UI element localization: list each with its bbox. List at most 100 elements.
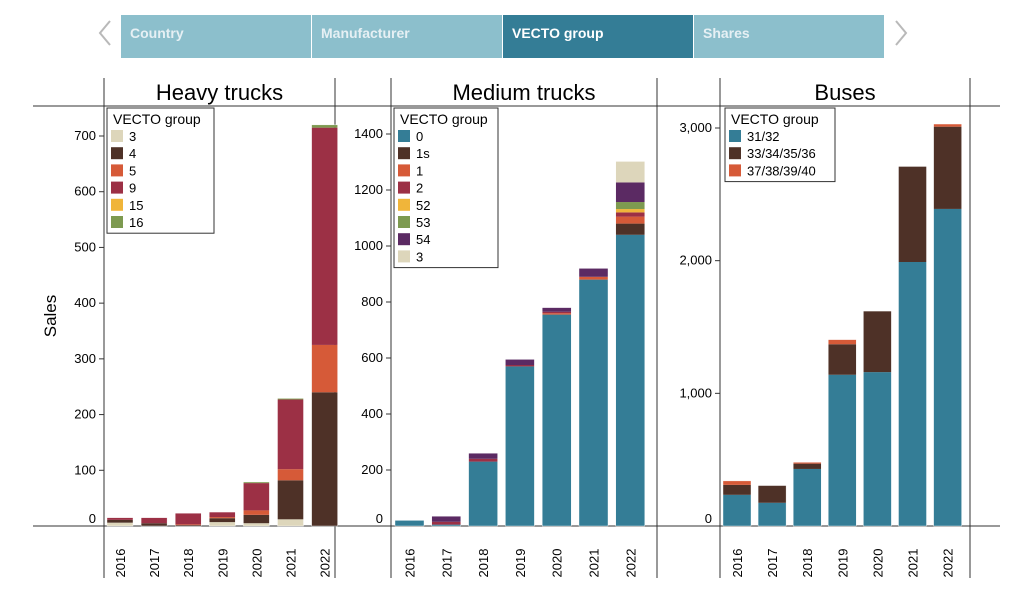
bar-segment <box>243 514 270 524</box>
bar-segment <box>175 513 202 525</box>
legend-item: 2 <box>416 181 423 196</box>
y-tick-label: 100 <box>74 462 96 477</box>
bar-segment <box>107 517 133 520</box>
bar-segment <box>141 517 168 524</box>
bar-segment <box>468 458 498 462</box>
bar-outline <box>140 517 168 527</box>
bar-segment <box>758 485 787 503</box>
bar-segment <box>579 268 608 277</box>
y-tick-label: 800 <box>361 294 383 309</box>
x-tick-label: 2020 <box>550 549 565 578</box>
bar-segment <box>933 208 962 526</box>
bar-segment <box>277 480 304 520</box>
legend-item: 3 <box>129 129 136 144</box>
bar-segment <box>209 518 236 523</box>
legend-swatch <box>398 181 410 194</box>
y-tick-label: 0 <box>89 511 96 526</box>
bar-segment <box>828 374 857 526</box>
x-tick-label: 2017 <box>765 549 780 578</box>
panel-0: Heavy trucks 0 100 200 300 400 500 600 700 2016 20… <box>74 78 338 578</box>
legend-item: 15 <box>129 198 143 213</box>
bar-segment <box>542 314 572 526</box>
y-tick-label: 400 <box>361 406 383 421</box>
y-tick-label: 400 <box>74 295 96 310</box>
bar-segment <box>615 209 645 213</box>
bar-outline <box>933 123 962 527</box>
legend-swatch <box>729 147 741 160</box>
bar-segment <box>277 398 304 400</box>
bar-segment <box>793 468 822 526</box>
prev-tab-button[interactable] <box>94 18 118 48</box>
bar-segment <box>723 480 751 485</box>
bar-outline <box>722 480 752 527</box>
y-tick-label: 1,000 <box>679 385 712 400</box>
bar-segment <box>175 524 202 526</box>
tab-manufacturer[interactable]: Manufacturer <box>312 15 502 58</box>
x-tick-label: 2016 <box>403 549 418 578</box>
bar-segment <box>615 202 645 210</box>
chart-title: Buses <box>814 80 875 105</box>
legend-swatch <box>398 216 410 228</box>
bar-segment <box>107 519 133 523</box>
legend-item: 52 <box>416 198 430 213</box>
bar-outline <box>431 516 461 527</box>
bar-segment <box>615 161 645 183</box>
chevron-right-icon <box>895 20 908 46</box>
x-tick-label: 2021 <box>284 549 299 578</box>
tab-country[interactable]: Country <box>121 15 311 58</box>
bar-outline <box>505 359 535 527</box>
bar-outline <box>311 124 338 527</box>
tab-shares[interactable]: Shares <box>694 15 884 58</box>
legend-swatch <box>398 130 410 142</box>
legend-swatch <box>111 130 123 142</box>
legend-item: 3 <box>416 249 423 264</box>
bar-segment <box>615 212 645 217</box>
legend-swatch <box>729 130 741 142</box>
bar-outline <box>615 161 645 527</box>
bar-segment <box>243 523 270 526</box>
legend-swatch <box>111 198 123 211</box>
x-tick-label: 2019 <box>215 549 230 578</box>
legend-title: VECTO group <box>731 111 819 127</box>
bar-segment <box>277 469 304 481</box>
legend-swatch <box>111 164 123 177</box>
bar-outline <box>757 485 787 527</box>
x-tick-label: 2021 <box>587 549 602 578</box>
bar-segment <box>615 223 645 235</box>
x-tick-label: 2020 <box>870 549 885 578</box>
bar-segment <box>277 399 304 470</box>
legend-item: 9 <box>129 181 136 196</box>
bar-segment <box>933 126 962 209</box>
bar-segment <box>579 279 608 526</box>
y-tick-label: 1400 <box>354 126 383 141</box>
x-tick-label: 2017 <box>147 549 162 578</box>
legend-item: 53 <box>416 215 430 230</box>
x-tick-label: 2020 <box>249 549 264 578</box>
bar-segment <box>243 483 270 511</box>
x-tick-label: 2022 <box>318 549 333 578</box>
y-tick-label: 300 <box>74 351 96 366</box>
bar-segment <box>863 311 892 373</box>
tab-vecto-group[interactable]: VECTO group <box>503 15 693 58</box>
x-tick-label: 2017 <box>439 549 454 578</box>
bar-outline <box>863 310 892 527</box>
y-tick-label: 0 <box>705 511 712 526</box>
bar-segment <box>542 311 572 314</box>
bar-segment <box>542 313 572 315</box>
next-tab-button[interactable] <box>888 18 912 48</box>
legend-item: 54 <box>416 232 430 247</box>
bar-segment <box>107 522 133 526</box>
bar-segment <box>175 524 202 526</box>
bar-segment <box>615 182 645 203</box>
x-tick-label: 2022 <box>623 549 638 578</box>
bar-outline <box>209 511 236 527</box>
bar-outline <box>793 462 822 527</box>
y-tick-label: 600 <box>74 184 96 199</box>
bar-segment <box>395 520 424 526</box>
legend-title: VECTO group <box>400 111 488 127</box>
panel-1: Medium trucks020040060080010001200140020… <box>354 78 658 578</box>
bar-segment <box>311 344 338 393</box>
bar-segment <box>863 372 892 526</box>
bar-segment <box>431 516 461 522</box>
chart-title: Heavy trucks <box>156 80 283 105</box>
